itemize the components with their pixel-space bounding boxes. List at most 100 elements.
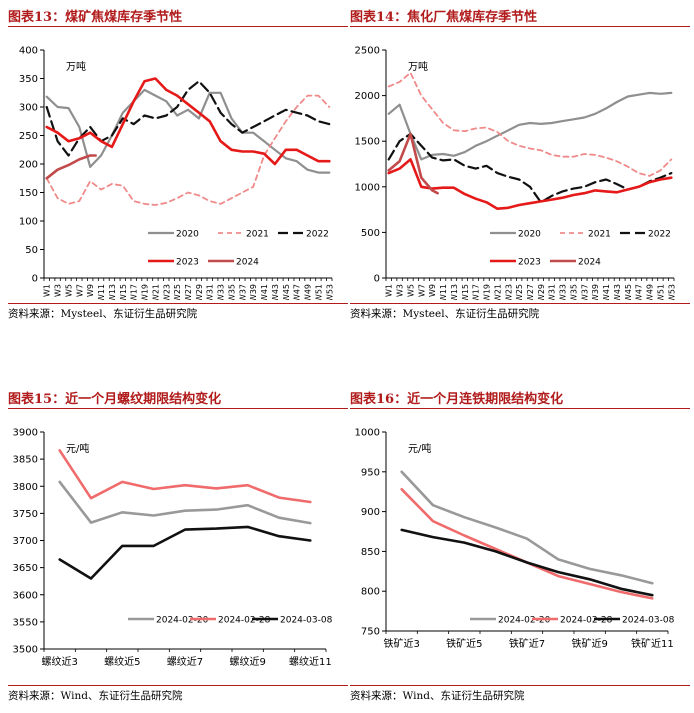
x-tick-label: W17 xyxy=(130,284,139,300)
source-rule xyxy=(8,303,348,304)
y-tick-label: 3800 xyxy=(13,482,38,493)
x-tick-label: W43 xyxy=(613,284,622,300)
x-tick-label: 螺纹近7 xyxy=(167,655,203,668)
unit-label: 万吨 xyxy=(408,60,428,73)
x-tick-label: W21 xyxy=(493,284,502,300)
x-tick-label: W9 xyxy=(428,284,437,297)
series-line-2024 xyxy=(387,132,439,195)
x-tick-label: W45 xyxy=(282,284,291,300)
x-tick-label: W11 xyxy=(97,284,106,300)
chart-panel-13: 图表13：煤矿焦煤库存季节性 0 50 100 150 200 250 300 350 400 万… xyxy=(8,6,348,320)
x-tick-label: W33 xyxy=(559,284,568,300)
x-tick-label: W29 xyxy=(537,284,546,300)
y-tick-label: 50 xyxy=(25,245,38,256)
x-tick-label: W37 xyxy=(238,284,247,300)
y-tick-label: 150 xyxy=(19,188,38,199)
legend-label: 2023 xyxy=(518,258,541,268)
unit-label: 元/吨 xyxy=(408,442,431,455)
series-line-2024 xyxy=(45,154,97,180)
series-line-2023 xyxy=(387,158,673,210)
x-tick-label: W3 xyxy=(54,284,63,297)
x-tick-label: 铁矿近7 xyxy=(509,637,545,650)
y-tick-label: 0 xyxy=(32,274,38,285)
x-tick-label: W17 xyxy=(472,284,481,300)
x-tick-label: W47 xyxy=(635,284,644,300)
x-tick-label: W53 xyxy=(325,284,334,300)
y-tick-label: 850 xyxy=(361,547,380,558)
chart-source: 资料来源：Wind、东证衍生品研究院 xyxy=(8,690,183,702)
series-line-2024-03-08 xyxy=(400,528,654,597)
unit-label: 元/吨 xyxy=(66,442,89,455)
x-tick-label: W25 xyxy=(515,284,524,300)
source-rule xyxy=(350,685,690,686)
x-tick-label: W45 xyxy=(624,284,633,300)
legend-label: 2020 xyxy=(176,230,199,240)
series-line-2024-02-28 xyxy=(400,488,654,600)
chart-source: 资料来源：Mysteel、东证衍生品研究院 xyxy=(8,308,198,320)
x-tick-label: 螺纹近9 xyxy=(229,655,265,668)
x-tick-label: W1 xyxy=(385,284,394,297)
x-tick-label: 铁矿近3 xyxy=(383,637,419,650)
x-tick-label: 铁矿近11 xyxy=(631,637,674,650)
x-tick-label: W15 xyxy=(119,284,128,300)
series-line-2021 xyxy=(45,94,331,206)
title-rule xyxy=(8,408,348,409)
x-tick-label: 铁矿近5 xyxy=(446,637,482,650)
x-tick-label: W51 xyxy=(314,284,323,300)
y-tick-label: 3500 xyxy=(13,645,38,656)
x-tick-label: 螺纹近11 xyxy=(289,655,332,668)
y-tick-label: 950 xyxy=(361,467,380,478)
y-tick-label: 200 xyxy=(19,160,38,171)
x-tick-label: W21 xyxy=(151,284,160,300)
chart-source: 资料来源：Wind、东证衍生品研究院 xyxy=(350,690,525,702)
x-tick-label: W7 xyxy=(417,284,426,297)
series-line-2024-03-08 xyxy=(58,525,312,580)
x-tick-label: 螺纹近5 xyxy=(104,655,140,668)
legend-label: 2021 xyxy=(588,230,611,240)
chart-source: 资料来源：Mysteel、东证衍生品研究院 xyxy=(350,308,540,320)
y-tick-label: 1000 xyxy=(355,428,380,439)
y-tick-label: 3600 xyxy=(13,590,38,601)
y-tick-label: 300 xyxy=(19,103,38,114)
x-tick-label: W9 xyxy=(86,284,95,297)
chart-title: 图表13：煤矿焦煤库存季节性 xyxy=(8,10,183,25)
x-tick-label: W3 xyxy=(396,284,405,297)
y-tick-label: 2000 xyxy=(355,91,380,102)
x-tick-label: 螺纹近3 xyxy=(41,655,77,668)
legend-label: 2024-03-08 xyxy=(280,616,333,626)
title-rule xyxy=(350,408,690,409)
chart-title: 图表16：近一个月连铁期限结构变化 xyxy=(350,392,564,407)
series-line-2022 xyxy=(387,132,673,204)
legend-label: 2024-02-20 xyxy=(156,616,209,626)
x-tick-label: W5 xyxy=(406,284,415,297)
legend-label: 2021 xyxy=(246,230,269,240)
source-rule xyxy=(350,303,690,304)
x-tick-label: W39 xyxy=(591,284,600,300)
x-tick-label: W39 xyxy=(249,284,258,300)
y-tick-label: 3700 xyxy=(13,536,38,547)
x-tick-label: W51 xyxy=(656,284,665,300)
x-tick-label: W11 xyxy=(439,284,448,300)
x-tick-label: W1 xyxy=(43,284,52,297)
x-tick-label: W47 xyxy=(293,284,302,300)
series-line-2024-02-20 xyxy=(400,470,654,585)
y-tick-label: 250 xyxy=(19,131,38,142)
unit-label: 万吨 xyxy=(66,60,86,73)
y-tick-label: 3750 xyxy=(13,509,38,520)
chart-title: 图表15：近一个月螺纹期限结构变化 xyxy=(8,392,222,407)
y-tick-label: 1000 xyxy=(355,182,380,193)
source-rule xyxy=(8,685,348,686)
x-tick-label: W27 xyxy=(184,284,193,300)
y-tick-label: 500 xyxy=(361,228,380,239)
x-tick-label: W23 xyxy=(504,284,513,300)
x-tick-label: W23 xyxy=(162,284,171,300)
x-tick-label: W37 xyxy=(580,284,589,300)
y-tick-label: 900 xyxy=(361,507,380,518)
title-rule xyxy=(8,26,348,27)
legend-label: 2024 xyxy=(578,258,601,268)
legend-label: 2024-02-28 xyxy=(218,616,271,626)
x-tick-label: W19 xyxy=(141,284,150,300)
